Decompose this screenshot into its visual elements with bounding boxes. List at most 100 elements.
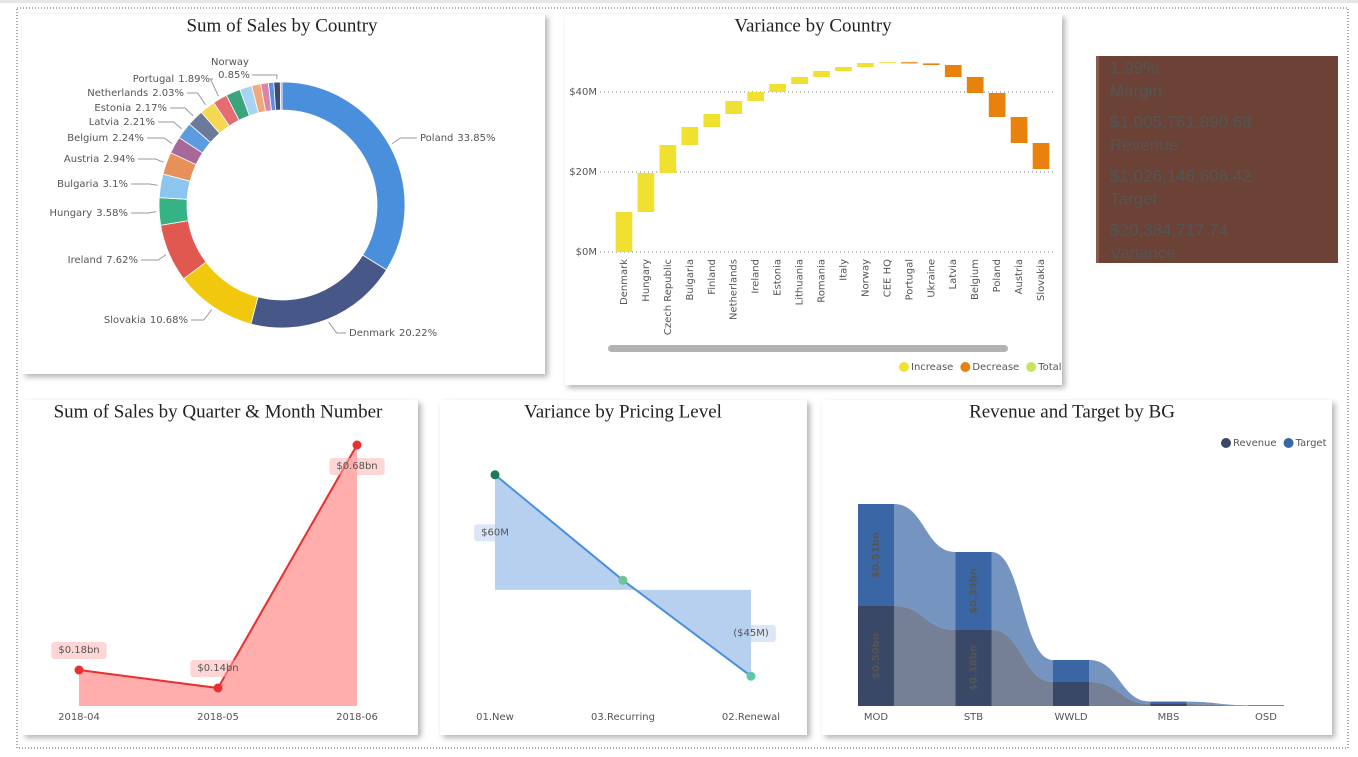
point <box>74 665 84 675</box>
data-label: $0.38bn <box>969 645 980 691</box>
pie-label: Netherlands 2.03% <box>87 88 184 99</box>
pie-label: Hungary 3.58% <box>50 208 128 219</box>
leader-line <box>131 183 158 186</box>
legend-marker <box>1221 438 1231 448</box>
pie-label-value: 2.03% <box>152 88 184 99</box>
x-tick-label: Slovakia <box>1036 259 1047 301</box>
pie-label-value: 2.21% <box>123 117 155 128</box>
point <box>490 470 500 480</box>
data-label: $0.50bn <box>871 633 882 679</box>
bar <box>659 145 677 173</box>
bar <box>681 127 699 145</box>
legend-label: Increase <box>911 362 953 373</box>
leader-line <box>138 158 164 163</box>
x-tick-label: 01.New <box>476 712 514 723</box>
pie-label-category: Austria <box>64 154 99 165</box>
bar <box>858 606 894 706</box>
pie-label-category: Estonia <box>94 103 131 114</box>
x-tick-label: Bulgaria <box>685 259 696 300</box>
pie-label: Latvia 2.21% <box>89 117 155 128</box>
data-label-bg <box>51 642 107 659</box>
legend-marker <box>1026 362 1037 372</box>
bar <box>1150 701 1187 704</box>
pie-label: Bulgaria 3.1% <box>57 179 128 190</box>
bar <box>637 173 655 212</box>
kpi-value: $1,026,146,608.42 <box>1110 166 1252 185</box>
x-tick-label: Denmark <box>619 259 630 305</box>
bar <box>1032 143 1050 169</box>
x-tick-label: WWLD <box>1054 712 1087 723</box>
ribbon <box>991 552 1053 682</box>
x-tick-label: Norway <box>860 259 871 297</box>
kpi-label: Target <box>1110 189 1158 208</box>
bar <box>966 77 984 93</box>
pie-label-category: Netherlands <box>87 88 148 99</box>
leader-line <box>191 309 213 321</box>
leader-line <box>391 137 417 145</box>
pie-label-category: Portugal <box>133 74 174 85</box>
bar <box>835 67 852 71</box>
x-tick-label: Italy <box>838 259 849 281</box>
bar <box>1053 682 1089 706</box>
bar <box>769 84 786 92</box>
x-tick-label: Ireland <box>751 259 762 294</box>
bar <box>955 630 992 706</box>
x-tick-label: Lithuania <box>795 259 806 305</box>
pie-label-category: Bulgaria <box>57 179 98 190</box>
leader-line <box>147 137 173 144</box>
pie-label-category: Latvia <box>89 117 119 128</box>
ribbon <box>1186 704 1248 706</box>
x-tick-label: CEE HQ <box>882 259 893 297</box>
pie-label-category: Ireland <box>68 255 103 266</box>
x-tick-label: MOD <box>864 712 888 723</box>
bar <box>1010 117 1028 143</box>
point <box>746 671 756 681</box>
bar <box>922 63 940 65</box>
leader-line <box>252 74 278 80</box>
pie-label: Portugal 1.89% <box>133 74 210 85</box>
bar <box>747 92 765 101</box>
bar <box>955 552 992 630</box>
kpi-value: $1,005,761,890.68 <box>1110 112 1252 131</box>
chart-title: Sum of Sales by Quarter & Month Number <box>54 401 383 422</box>
x-tick-label: 2018-04 <box>58 712 100 723</box>
leader-line <box>328 321 346 334</box>
point <box>213 683 223 693</box>
kpi-value: $20,384,717.74 <box>1110 220 1228 239</box>
legend-marker <box>899 362 909 372</box>
pie-label-value: 1.89% <box>178 74 210 85</box>
data-label: $0.68bn <box>336 461 377 472</box>
x-tick-label: Latvia <box>948 259 959 289</box>
point <box>618 575 628 585</box>
pie-label: Ireland 7.62% <box>68 255 138 266</box>
data-label: $60M <box>481 527 509 538</box>
legend-marker <box>960 362 971 372</box>
x-tick-label: 2018-05 <box>197 712 239 723</box>
x-tick-label: STB <box>964 712 983 723</box>
pie-slice <box>158 197 189 226</box>
leader-line <box>158 121 182 130</box>
chart-title: Variance by Pricing Level <box>524 401 722 422</box>
pie-label-category: Denmark <box>349 328 395 339</box>
x-tick-label: 02.Renewal <box>722 712 780 723</box>
bar <box>988 93 1006 117</box>
leader-line <box>209 78 219 97</box>
x-tick-label: Hungary <box>641 259 652 302</box>
scrollbar[interactable] <box>608 345 1008 352</box>
pie-label-value: 2.94% <box>103 154 135 165</box>
pie-label: Belgium 2.24% <box>67 133 144 144</box>
pie-label: Slovakia 10.68% <box>104 315 188 326</box>
legend-label: Target <box>1295 438 1327 449</box>
pie-label: Austria 2.94% <box>64 154 135 165</box>
bar <box>813 71 830 77</box>
ribbon <box>894 606 956 706</box>
x-tick-label: MBS <box>1158 712 1180 723</box>
area-fill <box>79 445 357 706</box>
bar <box>857 63 874 67</box>
x-tick-label: Poland <box>992 259 1003 292</box>
legend-label: Revenue <box>1233 438 1277 449</box>
kpi-label: Revenue <box>1110 135 1178 154</box>
chart-title: Sum of Sales by Country <box>186 15 378 36</box>
